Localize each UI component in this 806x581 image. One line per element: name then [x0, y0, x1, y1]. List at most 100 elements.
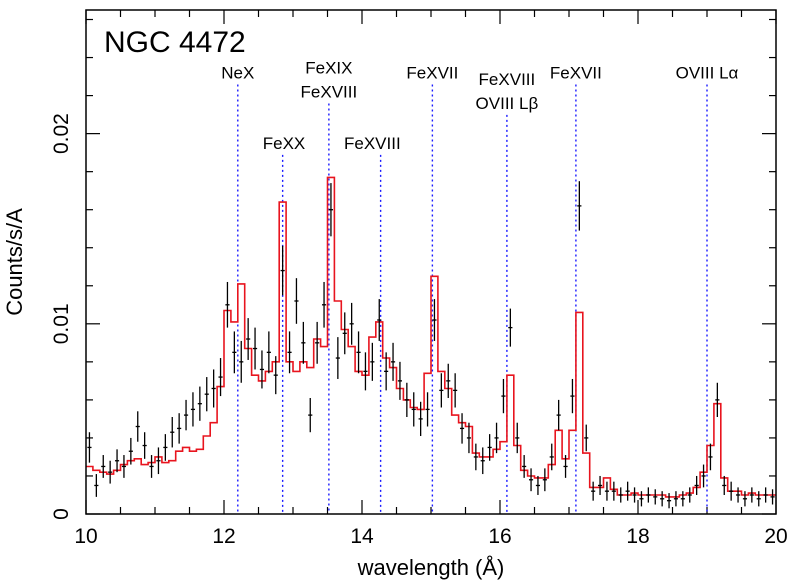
- data-point: [660, 491, 665, 507]
- data-point: [604, 481, 610, 501]
- data-point: [135, 411, 140, 442]
- line-markers: [237, 84, 708, 514]
- data-point: [87, 432, 92, 463]
- data-point: [211, 369, 216, 408]
- data-point: [708, 443, 713, 471]
- line-label-text: FeXVIII: [301, 82, 358, 101]
- data-point: [584, 424, 589, 452]
- line-label-text: FeXVIII: [344, 134, 401, 153]
- data-point: [528, 468, 534, 492]
- data-point: [287, 331, 292, 374]
- data-point: [542, 468, 547, 492]
- data-point: [377, 299, 382, 341]
- model-histogram-line: [86, 176, 776, 498]
- data-point: [618, 487, 623, 503]
- data-point: [742, 491, 748, 507]
- data-point: [425, 392, 430, 427]
- data-series: [87, 181, 775, 509]
- data-point: [321, 281, 327, 328]
- data-point: [694, 475, 699, 495]
- axis-ticks: 10 12 14 16 18 20 0 0.01 0.02: [50, 10, 788, 548]
- data-point: [149, 455, 154, 478]
- data-point: [770, 489, 775, 505]
- data-point: [142, 432, 147, 459]
- data-point: [239, 340, 244, 383]
- model-series: [86, 176, 776, 498]
- data-point: [563, 455, 568, 478]
- data-point: [94, 474, 99, 497]
- line-labels: NeX FeXX FeXIX FeXVIII FeXVIII FeXVII FeXVIII O…: [221, 58, 738, 152]
- data-point: [515, 422, 520, 454]
- data-point: [556, 399, 561, 431]
- data-point: [646, 487, 651, 503]
- line-label-text: FeXVII: [406, 63, 458, 82]
- data-point: [459, 413, 465, 444]
- data-point: [466, 422, 472, 454]
- data-point: [439, 373, 444, 408]
- data-point: [666, 493, 672, 509]
- data-point: [597, 475, 603, 495]
- y-tick-label: 0.01: [50, 303, 73, 344]
- data-point: [266, 331, 271, 374]
- data-point: [370, 342, 375, 381]
- data-point: [729, 481, 734, 501]
- data-point: [715, 382, 720, 418]
- data-point: [432, 299, 437, 341]
- x-tick-label: 14: [350, 525, 374, 548]
- data-point: [625, 481, 630, 501]
- data-point: [128, 437, 133, 465]
- data-point: [680, 491, 685, 507]
- data-point: [397, 361, 403, 400]
- data-point: [494, 422, 499, 454]
- data-point: [653, 489, 658, 505]
- data-point: [735, 487, 741, 503]
- data-point: [315, 321, 320, 364]
- data-point: [246, 318, 251, 360]
- data-point: [177, 413, 182, 444]
- data-point: [522, 455, 527, 478]
- line-label-text: OVIII Lβ: [476, 94, 539, 113]
- data-point: [218, 358, 223, 397]
- data-point: [535, 475, 541, 495]
- data-point: [577, 181, 582, 231]
- data-point: [252, 327, 258, 370]
- data-point: [722, 475, 727, 495]
- data-point: [170, 417, 175, 448]
- data-point: [114, 449, 120, 473]
- line-label-text: FeXVII: [550, 63, 602, 82]
- data-point: [190, 392, 196, 427]
- data-point: [101, 455, 106, 478]
- data-point: [508, 308, 513, 347]
- data-point: [183, 399, 189, 431]
- data-point: [349, 302, 354, 345]
- y-axis-title: Counts/s/A: [2, 208, 27, 316]
- data-point: [363, 352, 368, 391]
- x-tick-label: 18: [626, 525, 649, 548]
- data-point: [701, 464, 706, 488]
- data-point: [611, 481, 616, 501]
- data-point: [687, 487, 692, 503]
- line-label-text: NeX: [221, 63, 254, 82]
- data-point: [156, 447, 161, 475]
- data-point: [356, 331, 361, 374]
- data-point: [501, 378, 506, 414]
- line-label-text: OVIII Lα: [676, 63, 739, 82]
- plot-frame: [85, 9, 777, 515]
- data-point: [473, 443, 478, 471]
- data-point: [756, 491, 761, 507]
- data-point: [108, 460, 113, 484]
- data-point: [280, 245, 285, 296]
- data-point: [259, 350, 265, 389]
- data-point: [404, 382, 409, 418]
- data-point: [342, 312, 347, 355]
- data-point: [570, 378, 575, 414]
- data-point: [328, 183, 334, 237]
- x-tick-label: 16: [488, 525, 511, 548]
- x-tick-label: 12: [212, 525, 235, 548]
- data-point: [591, 481, 596, 501]
- data-point: [411, 392, 416, 427]
- data-point: [632, 487, 637, 503]
- y-tick-label: 0.02: [50, 113, 73, 154]
